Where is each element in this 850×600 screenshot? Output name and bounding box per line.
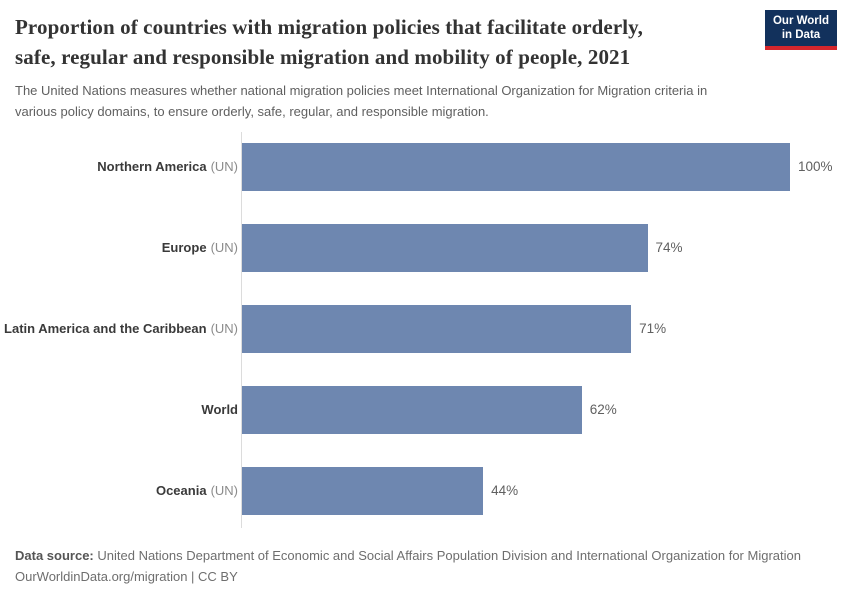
category-qualifier: (UN) bbox=[210, 159, 238, 174]
bar[interactable] bbox=[242, 142, 790, 191]
bar-track: 44% bbox=[242, 466, 850, 515]
category-label[interactable]: Europe (UN) bbox=[0, 240, 238, 255]
bar-track: 100% bbox=[242, 142, 850, 191]
owid-logo-line1: Our World bbox=[772, 15, 829, 27]
bar-row: Northern America (UN) 100% bbox=[0, 126, 850, 207]
value-label: 62% bbox=[589, 402, 617, 417]
bar-track: 62% bbox=[242, 385, 850, 434]
category-name: World bbox=[201, 402, 238, 417]
bar-rows: Northern America (UN) 100% Europe (UN) 7… bbox=[0, 126, 850, 531]
value-label: 74% bbox=[655, 240, 683, 255]
value-label: 71% bbox=[639, 321, 667, 336]
category-label[interactable]: Northern America (UN) bbox=[0, 159, 238, 174]
owid-logo-line2: in Data bbox=[781, 29, 821, 41]
value-label: 100% bbox=[798, 159, 833, 174]
category-name: Oceania bbox=[155, 483, 207, 498]
category-name: Latin America and the Caribbean bbox=[4, 321, 207, 336]
bar-row: Latin America and the Caribbean (UN) 71% bbox=[0, 288, 850, 369]
y-axis-line bbox=[241, 132, 242, 528]
owid-logo[interactable]: Our World in Data bbox=[765, 10, 837, 50]
bar-row: Oceania (UN) 44% bbox=[0, 450, 850, 531]
bar[interactable] bbox=[242, 223, 648, 272]
category-qualifier: (UN) bbox=[210, 483, 238, 498]
license-line: OurWorldinData.org/migration | CC BY bbox=[15, 569, 238, 584]
bar-chart: Northern America (UN) 100% Europe (UN) 7… bbox=[0, 126, 850, 531]
data-source-line: Data source: United Nations Department o… bbox=[15, 545, 835, 566]
data-source-label: Data source: bbox=[15, 548, 94, 563]
bar[interactable] bbox=[242, 304, 632, 353]
bar-row: World 62% bbox=[0, 369, 850, 450]
category-name: Northern America bbox=[97, 159, 207, 174]
data-source-text: United Nations Department of Economic an… bbox=[97, 548, 801, 563]
value-label: 44% bbox=[491, 483, 519, 498]
chart-title-line2: safe, regular and responsible migration … bbox=[15, 45, 631, 69]
chart-subtitle-line2: various policy domains, to ensure orderl… bbox=[15, 104, 489, 119]
bar[interactable] bbox=[242, 385, 582, 434]
bar-track: 71% bbox=[242, 304, 850, 353]
category-label[interactable]: World bbox=[0, 402, 238, 417]
chart-title: Proportion of countries with migration p… bbox=[15, 12, 760, 72]
bar-row: Europe (UN) 74% bbox=[0, 207, 850, 288]
category-name: Europe bbox=[161, 240, 207, 255]
bar-track: 74% bbox=[242, 223, 850, 272]
category-label[interactable]: Latin America and the Caribbean (UN) bbox=[0, 321, 238, 336]
chart-title-line1: Proportion of countries with migration p… bbox=[15, 15, 643, 39]
chart-footer: Data source: United Nations Department o… bbox=[0, 545, 850, 587]
chart-header: Proportion of countries with migration p… bbox=[0, 0, 850, 122]
chart-subtitle: The United Nations measures whether nati… bbox=[15, 80, 835, 122]
category-qualifier: (UN) bbox=[210, 321, 238, 336]
chart-subtitle-line1: The United Nations measures whether nati… bbox=[15, 83, 708, 98]
category-label[interactable]: Oceania (UN) bbox=[0, 483, 238, 498]
category-qualifier: (UN) bbox=[210, 240, 238, 255]
bar[interactable] bbox=[242, 466, 484, 515]
